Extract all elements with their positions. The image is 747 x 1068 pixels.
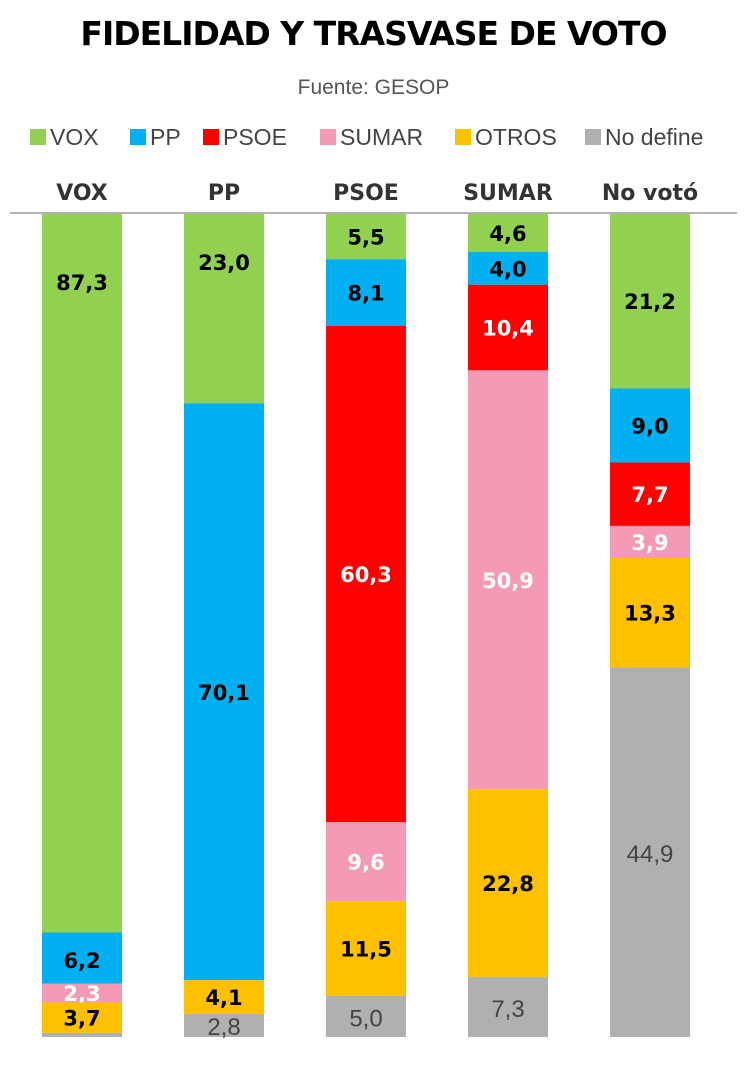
chart-source: Fuente: GESOP <box>297 76 450 99</box>
legend-item-vox: VOX <box>30 122 99 152</box>
legend: VOX PP PSOE SUMAR OTROS No define <box>30 122 730 152</box>
data-label: 9,0 <box>631 415 668 439</box>
category-label: No votó <box>602 181 698 206</box>
data-label: 3,9 <box>631 531 668 555</box>
bar-segment <box>42 1002 122 1033</box>
data-label: 4,0 <box>489 257 526 281</box>
bar-segment <box>610 558 690 668</box>
bar-segment <box>184 980 264 1014</box>
legend-swatch <box>320 129 336 145</box>
data-label: 4,6 <box>489 222 526 246</box>
bar-segment <box>610 667 690 1037</box>
bar-segment <box>326 214 406 260</box>
bar-segment <box>468 976 548 1037</box>
bar-segment <box>610 388 690 463</box>
stacked-bar-chart: VOX 87,3 6,2 2,33,7 PP 23,0 70,1 4,1 2,8 PSOE 5,5 8… <box>10 181 737 1041</box>
bar-segment <box>468 789 548 977</box>
bar-segment <box>326 901 406 996</box>
data-label: 13,3 <box>624 602 676 626</box>
bar-segment <box>468 370 548 790</box>
data-label: 7,7 <box>631 483 668 507</box>
bar-segment <box>42 214 122 933</box>
bar-segment <box>468 284 548 371</box>
bar-segment <box>468 214 548 252</box>
legend-swatch <box>455 129 471 145</box>
data-label: 8,1 <box>347 282 384 306</box>
data-label: 23,0 <box>198 251 250 275</box>
category-label: SUMAR <box>463 181 553 206</box>
data-label: 87,3 <box>56 271 108 295</box>
bar-segment <box>326 822 406 902</box>
bar-segment <box>184 403 264 981</box>
bar-segment <box>42 983 122 1003</box>
data-label: 21,2 <box>624 290 676 314</box>
category-label: VOX <box>56 181 108 206</box>
category-label: PSOE <box>333 181 399 206</box>
legend-swatch <box>130 129 146 145</box>
legend-item-psoe: PSOE <box>203 122 287 152</box>
bar-segment <box>326 995 406 1037</box>
data-label: 7,3 <box>491 996 524 1023</box>
data-label: 70,1 <box>198 681 250 705</box>
legend-swatch <box>203 129 219 145</box>
bar-segment <box>326 259 406 326</box>
bar-segment <box>184 1013 264 1037</box>
data-label: 50,9 <box>482 569 534 593</box>
legend-swatch <box>30 129 46 145</box>
legend-item-otros: OTROS <box>455 122 557 152</box>
data-label: 9,6 <box>347 851 384 875</box>
data-label: 44,9 <box>627 841 674 868</box>
data-label: 3,7 <box>63 1007 100 1031</box>
chart-title: FIDELIDAD Y TRASVASE DE VOTO <box>80 14 667 53</box>
data-label: 22,8 <box>482 872 534 896</box>
bar-segment <box>610 214 690 389</box>
data-label: 10,4 <box>482 317 534 341</box>
data-label: 2,8 <box>207 1014 240 1041</box>
data-label: 11,5 <box>340 938 392 962</box>
data-label: 6,2 <box>63 949 100 973</box>
legend-item-sumar: SUMAR <box>320 122 423 152</box>
data-label: 5,0 <box>349 1005 382 1032</box>
category-label: PP <box>208 181 240 206</box>
legend-swatch <box>585 129 601 145</box>
legend-item-no-define: No define <box>585 122 703 152</box>
bar-segment <box>468 251 548 285</box>
legend-label: PSOE <box>223 123 287 150</box>
legend-label: SUMAR <box>340 123 424 150</box>
data-label: 4,1 <box>205 986 242 1010</box>
legend-label: OTROS <box>475 123 557 150</box>
bar-segment <box>610 462 690 526</box>
bar-segment <box>42 932 122 984</box>
legend-label: PP <box>150 123 181 150</box>
legend-label: VOX <box>50 123 99 150</box>
bar-segment <box>184 214 264 404</box>
bar-segment <box>42 1032 122 1037</box>
data-label: 2,3 <box>63 982 100 1006</box>
legend-item-pp: PP <box>130 122 181 152</box>
data-label: 5,5 <box>347 226 384 250</box>
bar-segment <box>610 525 690 559</box>
data-label: 60,3 <box>340 563 392 587</box>
bar-segment <box>326 325 406 823</box>
legend-label: No define <box>605 123 704 150</box>
